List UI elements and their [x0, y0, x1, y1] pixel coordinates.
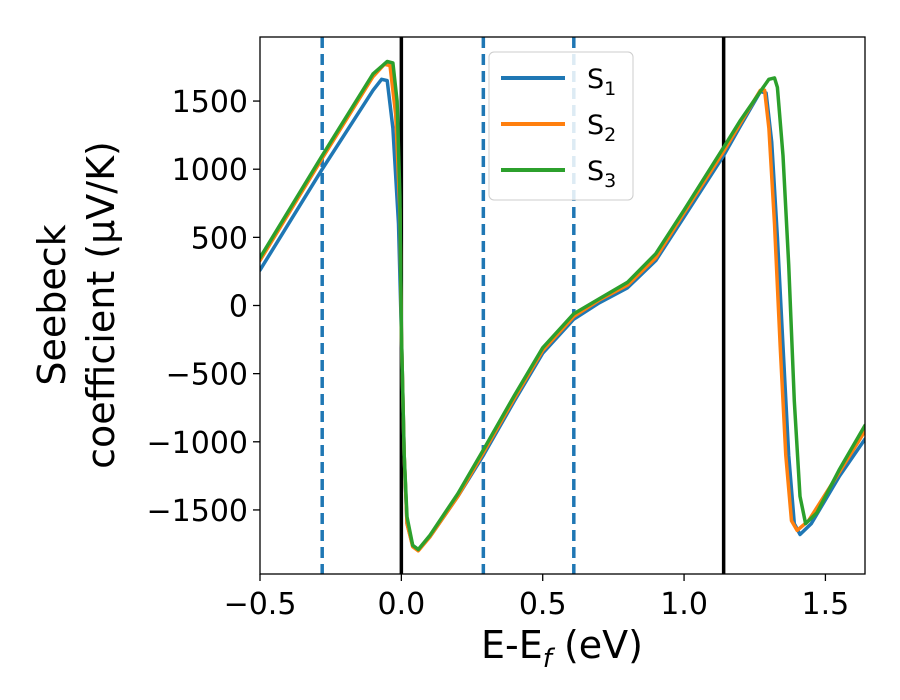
y-axis: −1500 −1000 −500 0 500 1000 1500 [147, 85, 260, 529]
y-axis-title-line2: coefficient (μV/K) [79, 141, 123, 469]
y-tick-label: 1000 [172, 153, 248, 188]
y-axis-title-line1: Seebeck [30, 224, 74, 385]
x-axis: −0.5 0.0 0.5 1.0 1.5 [224, 574, 850, 622]
x-axis-title-unit: (eV) [552, 623, 643, 667]
x-tick-label: −0.5 [224, 587, 297, 622]
legend-label-sub: 2 [604, 124, 616, 146]
series-layer [260, 59, 865, 553]
y-tick-label: 500 [191, 221, 248, 256]
y-tick-label: 1500 [172, 85, 248, 120]
y-tick-label: −1500 [147, 494, 248, 529]
y-axis-title: Seebeck coefficient (μV/K) [30, 141, 123, 469]
legend-label-1: S1 [587, 64, 616, 100]
y-tick-label: −500 [166, 358, 248, 393]
y-tick-label: 0 [229, 290, 248, 325]
x-tick-label: 1.5 [802, 587, 850, 622]
legend-label-main: S [587, 110, 604, 141]
legend-label-sub: 3 [604, 170, 616, 192]
series-line-1 [260, 77, 865, 552]
x-axis-title-main: E-E [481, 623, 543, 667]
y-tick-label: −1000 [147, 426, 248, 461]
legend-label-main: S [587, 64, 604, 95]
legend-label-main: S [587, 156, 604, 187]
legend-label-2: S2 [587, 110, 616, 146]
x-tick-label: 1.0 [660, 587, 708, 622]
legend-label-3: S3 [587, 156, 616, 192]
x-tick-label: 0.0 [377, 587, 425, 622]
series-line-3 [260, 59, 865, 552]
x-tick-label: 0.5 [519, 587, 567, 622]
legend-label-sub: 1 [604, 78, 616, 100]
x-axis-title: E-Ef (eV) [481, 623, 643, 674]
